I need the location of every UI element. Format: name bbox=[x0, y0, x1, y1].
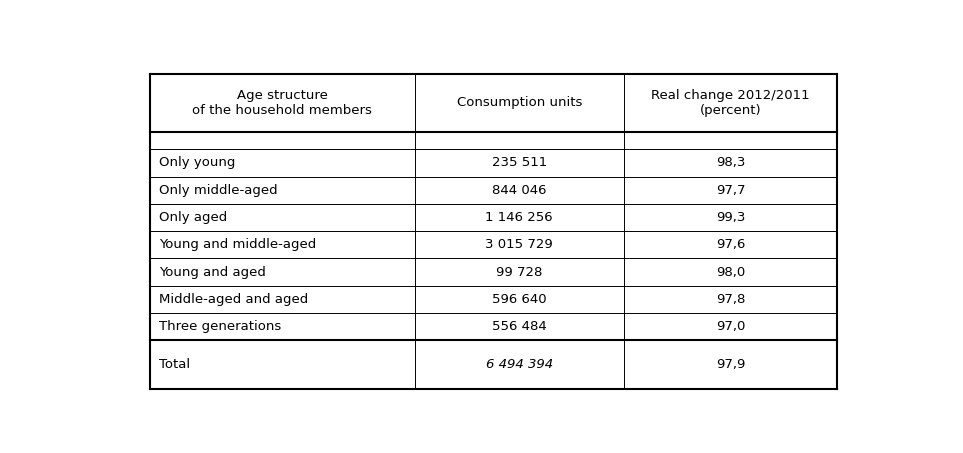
Text: 97,9: 97,9 bbox=[716, 358, 745, 371]
Text: 3 015 729: 3 015 729 bbox=[485, 238, 553, 251]
Text: 235 511: 235 511 bbox=[492, 156, 547, 169]
Text: 99 728: 99 728 bbox=[496, 265, 542, 279]
Text: Total: Total bbox=[159, 358, 191, 371]
Text: Middle-aged and aged: Middle-aged and aged bbox=[159, 293, 308, 306]
Text: Three generations: Three generations bbox=[159, 320, 281, 333]
Text: 1 146 256: 1 146 256 bbox=[485, 211, 553, 224]
Text: 556 484: 556 484 bbox=[492, 320, 547, 333]
Text: Only middle-aged: Only middle-aged bbox=[159, 184, 277, 197]
Text: 844 046: 844 046 bbox=[492, 184, 547, 197]
Text: 97,8: 97,8 bbox=[716, 293, 745, 306]
Text: 98,3: 98,3 bbox=[716, 156, 745, 169]
Text: Young and middle-aged: Young and middle-aged bbox=[159, 238, 317, 251]
Text: 97,6: 97,6 bbox=[716, 238, 745, 251]
Text: 596 640: 596 640 bbox=[492, 293, 547, 306]
Text: Young and aged: Young and aged bbox=[159, 265, 266, 279]
Text: 97,7: 97,7 bbox=[716, 184, 745, 197]
Text: 97,0: 97,0 bbox=[716, 320, 745, 333]
Text: Only young: Only young bbox=[159, 156, 236, 169]
Text: Consumption units: Consumption units bbox=[456, 96, 582, 109]
Text: 98,0: 98,0 bbox=[716, 265, 745, 279]
Text: Age structure
of the household members: Age structure of the household members bbox=[193, 89, 373, 117]
Text: 6 494 394: 6 494 394 bbox=[485, 358, 553, 371]
Text: 99,3: 99,3 bbox=[716, 211, 745, 224]
Text: Only aged: Only aged bbox=[159, 211, 227, 224]
Text: Real change 2012/2011
(percent): Real change 2012/2011 (percent) bbox=[651, 89, 810, 117]
